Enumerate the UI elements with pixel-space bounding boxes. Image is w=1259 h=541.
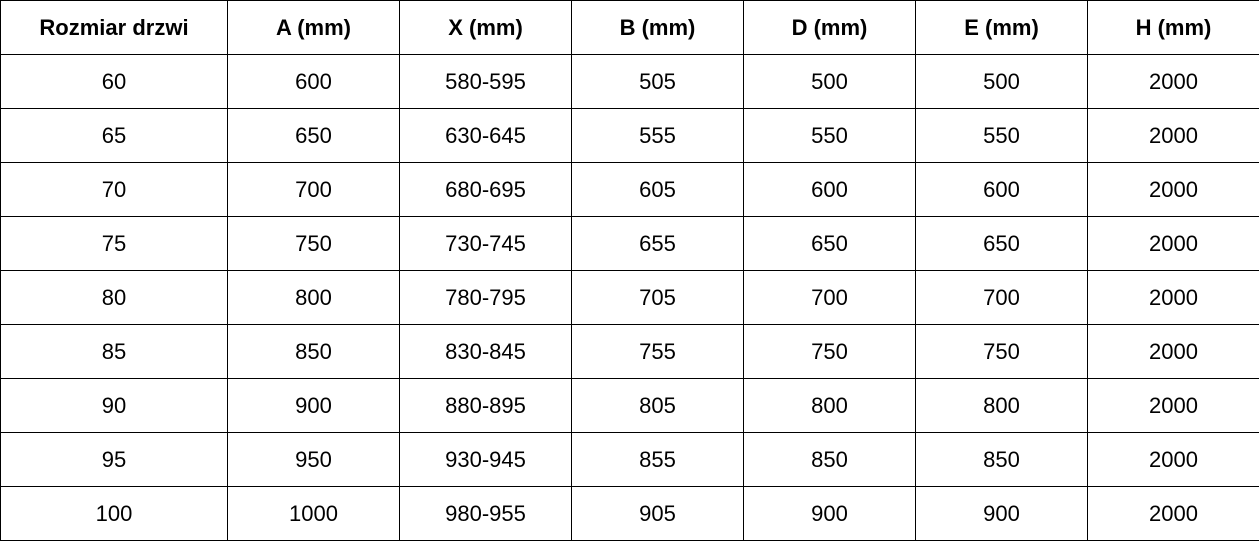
table-row: 80 800 780-795 705 700 700 2000	[0, 270, 1259, 325]
table-cell: 2000	[1087, 378, 1259, 433]
table-cell: 650	[915, 216, 1088, 271]
table-cell: 900	[915, 486, 1088, 541]
column-header: H (mm)	[1087, 0, 1259, 55]
column-header: X (mm)	[399, 0, 572, 55]
table-cell: 850	[227, 324, 400, 379]
column-header: B (mm)	[571, 0, 744, 55]
table-row: 60 600 580-595 505 500 500 2000	[0, 54, 1259, 109]
table-cell: 70	[0, 162, 228, 217]
table-cell: 830-845	[399, 324, 572, 379]
table-row: 100 1000 980-955 905 900 900 2000	[0, 486, 1259, 541]
table-cell: 630-645	[399, 108, 572, 163]
table-cell: 2000	[1087, 54, 1259, 109]
table-cell: 680-695	[399, 162, 572, 217]
table-row: 95 950 930-945 855 850 850 2000	[0, 432, 1259, 487]
table-cell: 65	[0, 108, 228, 163]
table-row: 85 850 830-845 755 750 750 2000	[0, 324, 1259, 379]
table-cell: 805	[571, 378, 744, 433]
table-cell: 750	[915, 324, 1088, 379]
table-cell: 900	[743, 486, 916, 541]
table-cell: 700	[915, 270, 1088, 325]
table-cell: 800	[915, 378, 1088, 433]
table-cell: 2000	[1087, 324, 1259, 379]
table-cell: 950	[227, 432, 400, 487]
table-cell: 85	[0, 324, 228, 379]
table-cell: 855	[571, 432, 744, 487]
table-cell: 600	[743, 162, 916, 217]
table-row: 70 700 680-695 605 600 600 2000	[0, 162, 1259, 217]
table-cell: 655	[571, 216, 744, 271]
table-cell: 80	[0, 270, 228, 325]
table-cell: 850	[743, 432, 916, 487]
table-cell: 500	[915, 54, 1088, 109]
column-header: D (mm)	[743, 0, 916, 55]
table-cell: 2000	[1087, 216, 1259, 271]
table-cell: 850	[915, 432, 1088, 487]
table-cell: 880-895	[399, 378, 572, 433]
table-cell: 700	[743, 270, 916, 325]
table-cell: 60	[0, 54, 228, 109]
table-cell: 750	[743, 324, 916, 379]
table-cell: 555	[571, 108, 744, 163]
table-row: 90 900 880-895 805 800 800 2000	[0, 378, 1259, 433]
table-cell: 755	[571, 324, 744, 379]
table-cell: 550	[743, 108, 916, 163]
table-cell: 2000	[1087, 270, 1259, 325]
table-cell: 605	[571, 162, 744, 217]
table-cell: 700	[227, 162, 400, 217]
table-cell: 2000	[1087, 162, 1259, 217]
table-cell: 550	[915, 108, 1088, 163]
table-cell: 95	[0, 432, 228, 487]
table-cell: 930-945	[399, 432, 572, 487]
table-cell: 2000	[1087, 108, 1259, 163]
table-cell: 100	[0, 486, 228, 541]
table-cell: 2000	[1087, 486, 1259, 541]
column-header: A (mm)	[227, 0, 400, 55]
table-cell: 980-955	[399, 486, 572, 541]
table-cell: 580-595	[399, 54, 572, 109]
table-cell: 800	[227, 270, 400, 325]
table-cell: 730-745	[399, 216, 572, 271]
table-cell: 1000	[227, 486, 400, 541]
table-cell: 650	[227, 108, 400, 163]
table-cell: 600	[915, 162, 1088, 217]
table-cell: 705	[571, 270, 744, 325]
table-cell: 650	[743, 216, 916, 271]
table-cell: 800	[743, 378, 916, 433]
column-header: E (mm)	[915, 0, 1088, 55]
table-cell: 780-795	[399, 270, 572, 325]
table-cell: 75	[0, 216, 228, 271]
table-row: 65 650 630-645 555 550 550 2000	[0, 108, 1259, 163]
column-header: Rozmiar drzwi	[0, 0, 228, 55]
table-cell: 505	[571, 54, 744, 109]
table-cell: 90	[0, 378, 228, 433]
table-cell: 750	[227, 216, 400, 271]
table-cell: 905	[571, 486, 744, 541]
table-cell: 600	[227, 54, 400, 109]
table-cell: 900	[227, 378, 400, 433]
table-cell: 500	[743, 54, 916, 109]
table-cell: 2000	[1087, 432, 1259, 487]
header-row: Rozmiar drzwi A (mm) X (mm) B (mm) D (mm) E (…	[0, 0, 1259, 55]
table-row: 75 750 730-745 655 650 650 2000	[0, 216, 1259, 271]
